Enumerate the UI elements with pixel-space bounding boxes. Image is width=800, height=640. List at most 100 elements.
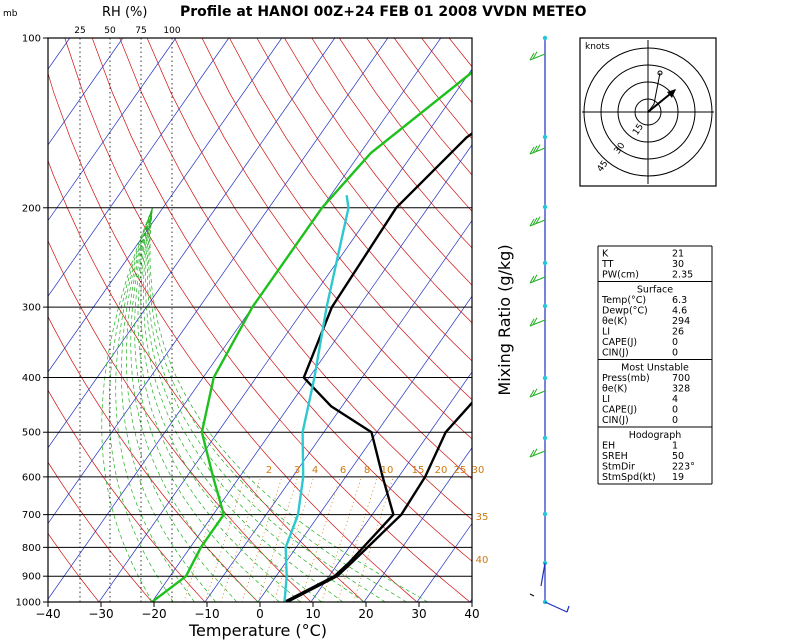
wind-barb-flag [529, 146, 535, 155]
dry-adiabat [48, 461, 153, 602]
panel-value: 26 [672, 327, 684, 338]
dry-adiabat [48, 315, 259, 602]
wind-dot [542, 511, 548, 517]
panel-key: LI [602, 394, 610, 405]
panel-key: CIN(J) [602, 415, 629, 426]
wind-dot [542, 303, 548, 309]
panel-value: 0 [672, 405, 678, 416]
x-tick-label: 0 [256, 607, 264, 621]
panel-value: 6.3 [672, 295, 687, 306]
dry-adiabat [119, 38, 472, 521]
dry-adiabat [48, 532, 100, 602]
moist-adiabat [108, 207, 174, 602]
isotherm [98, 68, 472, 602]
hodograph-point [657, 70, 663, 76]
wind-barb [529, 219, 546, 227]
wind-dot [542, 435, 548, 441]
mixing-ratio-line [204, 476, 246, 602]
dry-adiabat [174, 38, 472, 440]
profile-line [283, 132, 472, 602]
mixing-ratio-tick-label: 3 [294, 465, 300, 476]
panel-value: 0 [672, 415, 678, 426]
wind-dot [542, 375, 548, 381]
pressure-tick-label: 500 [22, 428, 41, 439]
rh-tick-label: 50 [104, 26, 116, 36]
wind-barb-flag [535, 144, 541, 152]
pressure-tick-label: 900 [22, 572, 41, 583]
dry-adiabat [751, 38, 800, 602]
profile-line [283, 195, 350, 602]
dry-adiabat [48, 389, 206, 602]
wind-barb [544, 601, 568, 613]
isotherm [48, 38, 177, 222]
wind-barb [540, 562, 546, 587]
x-tick-label: 40 [464, 607, 479, 621]
wind-dot [542, 204, 548, 210]
mixing-ratio-tick-label: 15 [412, 465, 425, 476]
dry-adiabat [311, 38, 472, 249]
moist-adiabat [140, 207, 322, 602]
mixing-ratio-label: Mixing Ratio (g/kg) [495, 244, 514, 395]
pressure-tick-label: 700 [22, 510, 41, 521]
hodograph: knots 15 30 45 [579, 37, 717, 187]
wind-barb-flag [529, 318, 535, 327]
wind-barb-flag [529, 389, 535, 398]
panel-header: Surface [637, 285, 673, 296]
x-tick-label: −20 [141, 607, 166, 621]
panel-value: 19 [672, 472, 684, 483]
panel-value: 4.6 [672, 306, 687, 317]
wind-barb-flag [529, 218, 535, 227]
dry-adiabat [229, 38, 472, 362]
panel-key: PW(cm) [602, 270, 639, 281]
x-tick-label: 20 [358, 607, 373, 621]
panel-key: TT [601, 259, 614, 270]
panel-key: CAPE(J) [602, 337, 637, 348]
dry-adiabat [64, 38, 471, 602]
wind-barb-flag [532, 388, 538, 397]
isotherm [48, 38, 389, 525]
dry-adiabat [48, 72, 418, 602]
wind-barb [529, 147, 546, 155]
storm-motion-arrowhead [667, 89, 676, 98]
panel-value: 2.35 [672, 270, 693, 281]
pressure-tick-label: 600 [22, 472, 41, 483]
panel-key: θe(K) [602, 316, 627, 327]
dry-adiabat [146, 38, 472, 480]
theta-label: 35 [476, 512, 489, 523]
rh-tick-label: 25 [74, 26, 85, 36]
panel-value: 328 [672, 384, 690, 395]
panel-value: 1 [672, 441, 678, 452]
pressure-tick-label: 400 [22, 373, 41, 384]
hodograph-label: knots [585, 42, 610, 52]
panel-value: 4 [672, 394, 678, 405]
isotherm [48, 38, 124, 146]
panel-key: Press(mb) [602, 373, 650, 384]
pressure-tick-label: 1000 [16, 598, 41, 609]
mixing-ratio-tick-label: 8 [364, 465, 370, 476]
isotherm [48, 38, 230, 297]
wind-barb-column [529, 35, 570, 613]
isotherm [257, 295, 472, 602]
panel-key: StmDir [602, 462, 635, 473]
mixing-ratio-tick-label: 10 [381, 465, 394, 476]
isotherm [48, 38, 336, 449]
isotherm [48, 38, 283, 373]
panel-value: 294 [672, 316, 690, 327]
dry-adiabat [779, 38, 800, 602]
wind-barb-flag [532, 145, 538, 154]
wind-barb-flag [532, 317, 538, 326]
x-axis-label: Temperature (°C) [188, 621, 327, 640]
panel-key: Temp(°C) [601, 295, 646, 306]
pressure-tick-label: 200 [22, 203, 41, 214]
x-tick-label: −40 [35, 607, 60, 621]
background-lines [48, 38, 800, 602]
moist-adiabat [134, 207, 280, 602]
panel-header: Most Unstable [621, 363, 689, 374]
wind-barb-flag [535, 216, 541, 224]
panel-key: θe(K) [602, 384, 627, 395]
moist-adiabat [142, 207, 344, 602]
panel-key: K [602, 249, 609, 260]
x-tick-label: 30 [411, 607, 426, 621]
rh-label: RH (%) [102, 5, 147, 20]
